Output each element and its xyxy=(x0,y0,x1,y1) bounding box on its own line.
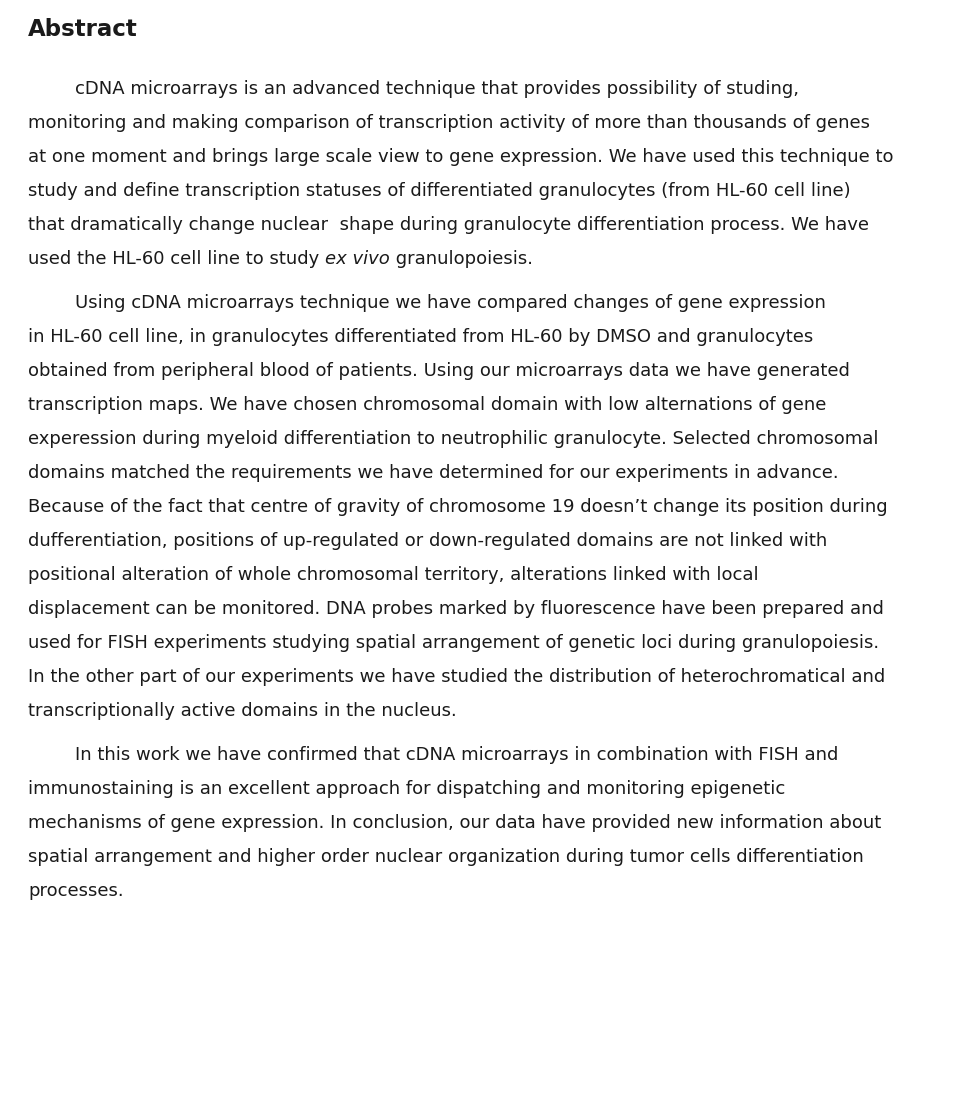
Text: spatial arrangement and higher order nuclear organization during tumor cells dif: spatial arrangement and higher order nuc… xyxy=(28,848,864,866)
Text: processes.: processes. xyxy=(28,882,124,900)
Text: displacement can be monitored. DNA probes marked by fluorescence have been prepa: displacement can be monitored. DNA probe… xyxy=(28,600,884,618)
Text: in HL-60 cell line, in granulocytes differentiated from HL-60 by DMSO and granul: in HL-60 cell line, in granulocytes diff… xyxy=(28,328,813,346)
Text: used the HL-60 cell line to study: used the HL-60 cell line to study xyxy=(28,250,325,268)
Text: obtained from peripheral blood of patients. Using our microarrays data we have g: obtained from peripheral blood of patien… xyxy=(28,362,850,380)
Text: transcription maps. We have chosen chromosomal domain with low alternations of g: transcription maps. We have chosen chrom… xyxy=(28,396,827,414)
Text: In the other part of our experiments we have studied the distribution of heteroc: In the other part of our experiments we … xyxy=(28,668,885,686)
Text: ex vivo: ex vivo xyxy=(325,250,390,268)
Text: monitoring and making comparison of transcription activity of more than thousand: monitoring and making comparison of tran… xyxy=(28,114,870,132)
Text: In this work we have confirmed that cDNA microarrays in combination with FISH an: In this work we have confirmed that cDNA… xyxy=(75,747,838,764)
Text: granulopoiesis.: granulopoiesis. xyxy=(390,250,533,268)
Text: at one moment and brings large scale view to gene expression. We have used this : at one moment and brings large scale vie… xyxy=(28,148,894,166)
Text: Using cDNA microarrays technique we have compared changes of gene expression: Using cDNA microarrays technique we have… xyxy=(75,294,826,312)
Text: dufferentiation, positions of up-regulated or down-regulated domains are not lin: dufferentiation, positions of up-regulat… xyxy=(28,532,828,550)
Text: used for FISH experiments studying spatial arrangement of genetic loci during gr: used for FISH experiments studying spati… xyxy=(28,634,879,653)
Text: domains matched the requirements we have determined for our experiments in advan: domains matched the requirements we have… xyxy=(28,465,839,482)
Text: cDNA microarrays is an advanced technique that provides possibility of studing,: cDNA microarrays is an advanced techniqu… xyxy=(75,80,799,98)
Text: mechanisms of gene expression. In conclusion, our data have provided new informa: mechanisms of gene expression. In conclu… xyxy=(28,814,881,832)
Text: immunostaining is an excellent approach for dispatching and monitoring epigeneti: immunostaining is an excellent approach … xyxy=(28,780,785,798)
Text: Because of the fact that centre of gravity of chromosome 19 doesn’t change its p: Because of the fact that centre of gravi… xyxy=(28,498,888,516)
Text: Abstract: Abstract xyxy=(28,17,137,42)
Text: study and define transcription statuses of differentiated granulocytes (from HL-: study and define transcription statuses … xyxy=(28,183,851,200)
Text: positional alteration of whole chromosomal territory, alterations linked with lo: positional alteration of whole chromosom… xyxy=(28,566,758,584)
Text: that dramatically change nuclear  shape during granulocyte differentiation proce: that dramatically change nuclear shape d… xyxy=(28,216,869,234)
Text: experession during myeloid differentiation to neutrophilic granulocyte. Selected: experession during myeloid differentiati… xyxy=(28,430,878,448)
Text: transcriptionally active domains in the nucleus.: transcriptionally active domains in the … xyxy=(28,702,457,720)
